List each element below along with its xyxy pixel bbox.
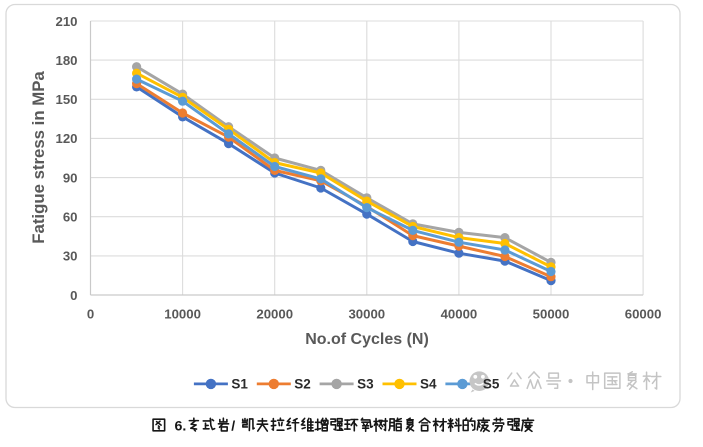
svg-text:40000: 40000: [441, 306, 478, 321]
svg-text:6.: 6.: [175, 419, 187, 435]
svg-text:30000: 30000: [348, 306, 385, 321]
svg-text:S2: S2: [294, 377, 311, 392]
svg-text:0: 0: [87, 306, 94, 321]
svg-text:10000: 10000: [164, 306, 201, 321]
svg-text:S4: S4: [420, 377, 437, 392]
svg-text:150: 150: [55, 92, 77, 107]
svg-text:210: 210: [55, 14, 77, 29]
svg-text:20000: 20000: [256, 306, 293, 321]
svg-text:No.of Cycles (N): No.of Cycles (N): [305, 331, 429, 348]
svg-text:180: 180: [55, 53, 77, 68]
svg-text:S3: S3: [357, 377, 374, 392]
svg-text:50000: 50000: [533, 306, 570, 321]
svg-text:60: 60: [63, 210, 78, 225]
svg-text:90: 90: [63, 170, 78, 185]
svg-text:60000: 60000: [625, 306, 662, 321]
svg-text:S1: S1: [231, 377, 248, 392]
svg-text:30: 30: [63, 249, 78, 264]
svg-text:/: /: [231, 419, 235, 435]
svg-text:120: 120: [55, 131, 77, 146]
svg-text:0: 0: [70, 288, 77, 303]
svg-text:S5: S5: [483, 377, 500, 392]
svg-text:Fatigue stress in MPa: Fatigue stress in MPa: [29, 71, 48, 244]
